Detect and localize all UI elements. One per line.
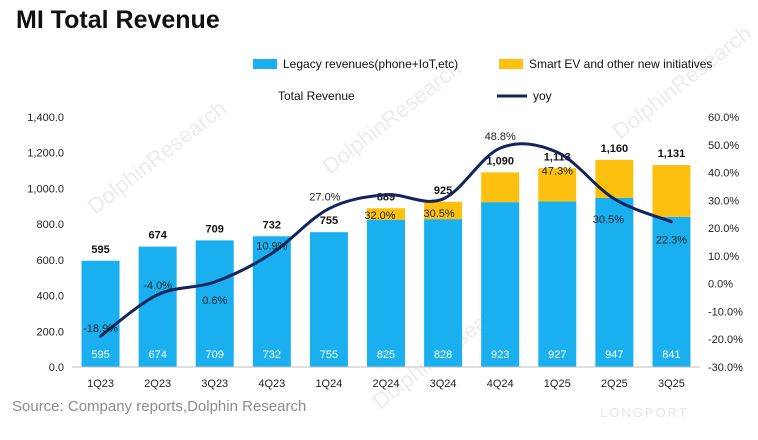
y-right-tick: 60.0% xyxy=(708,112,739,124)
legacy-bar xyxy=(309,232,348,367)
legacy-value-label: 825 xyxy=(377,349,395,361)
y-right-tick: 40.0% xyxy=(708,168,739,180)
watermark-text: DolphinResearch xyxy=(318,55,466,179)
yoy-value-label: 30.5% xyxy=(423,208,454,220)
legacy-value-label: 923 xyxy=(491,349,509,361)
y-left-tick: 1,400.0 xyxy=(27,112,64,124)
x-tick-label: 3Q24 xyxy=(430,378,457,390)
yoy-line xyxy=(99,142,673,338)
legacy-bar xyxy=(595,197,634,367)
x-tick-label: 1Q24 xyxy=(315,378,342,390)
yoy-value-label: 47.3% xyxy=(542,165,573,177)
legend-label: Total Revenue xyxy=(278,89,355,103)
yoy-value-label: -18.9% xyxy=(83,323,118,335)
ev-bar xyxy=(481,172,520,203)
legacy-bar xyxy=(195,240,234,367)
total-value-label: 674 xyxy=(148,230,167,242)
legend-label: yoy xyxy=(533,89,552,103)
x-tick-label: 4Q24 xyxy=(487,378,514,390)
brand-watermark: LONGPORT xyxy=(600,405,689,420)
total-value-label: 1,131 xyxy=(658,148,686,160)
legacy-value-label: 927 xyxy=(548,349,566,361)
yoy-value-label: 48.8% xyxy=(485,131,516,143)
watermark-text: DolphinResearch xyxy=(83,95,231,219)
total-value-label: 1,090 xyxy=(486,155,514,167)
legend-swatch xyxy=(253,59,277,69)
legacy-value-label: 947 xyxy=(605,349,623,361)
total-value-label: 709 xyxy=(206,223,224,235)
x-tick-label: 2Q23 xyxy=(144,378,171,390)
legacy-value-label: 828 xyxy=(434,349,452,361)
chart-title: MI Total Revenue xyxy=(16,6,220,34)
y-left-tick: 1,200.0 xyxy=(27,148,64,160)
legacy-bar xyxy=(652,216,691,367)
total-value-label: 732 xyxy=(263,219,281,231)
y-right-tick: 20.0% xyxy=(708,223,739,235)
y-left-tick: 1,000.0 xyxy=(27,183,64,195)
y-right-tick: 0.0% xyxy=(708,279,733,291)
y-right-tick: 50.0% xyxy=(708,140,739,152)
legacy-bar xyxy=(81,260,120,367)
yoy-value-label: 27.0% xyxy=(309,192,340,204)
y-right-tick: -20.0% xyxy=(708,334,743,346)
y-left-tick: 0.0 xyxy=(49,362,64,374)
yoy-value-label: 30.5% xyxy=(593,214,624,226)
legend-label: Legacy revenues(phone+IoT,etc) xyxy=(283,57,458,71)
x-tick-label: 1Q25 xyxy=(544,378,571,390)
legacy-bar xyxy=(538,201,577,367)
x-tick-label: 2Q25 xyxy=(601,378,628,390)
watermark-text: DolphinResearch xyxy=(608,20,756,144)
x-tick-label: 3Q23 xyxy=(201,378,228,390)
y-right-tick: 10.0% xyxy=(708,251,739,263)
ev-bar xyxy=(538,168,577,202)
legacy-bar xyxy=(424,219,463,367)
total-value-label: 889 xyxy=(377,191,395,203)
y-left-tick: 800.0 xyxy=(36,219,64,231)
ev-bar xyxy=(595,159,634,198)
legacy-value-label: 732 xyxy=(263,349,281,361)
yoy-value-label: -4.0% xyxy=(143,280,172,292)
legend-swatch xyxy=(499,59,523,69)
ev-bar xyxy=(652,165,691,217)
x-tick-label: 4Q23 xyxy=(258,378,285,390)
legend-label: Smart EV and other new initiatives xyxy=(529,57,712,71)
y-left-tick: 600.0 xyxy=(36,255,64,267)
source-note: Source: Company reports,Dolphin Research xyxy=(12,398,307,415)
total-value-label: 925 xyxy=(434,185,452,197)
y-right-tick: -30.0% xyxy=(708,362,743,374)
legacy-value-label: 755 xyxy=(320,349,338,361)
yoy-value-label: 22.3% xyxy=(656,235,687,247)
legacy-value-label: 841 xyxy=(662,349,680,361)
yoy-value-label: 32.0% xyxy=(364,210,395,222)
x-tick-label: 2Q24 xyxy=(373,378,400,390)
x-tick-label: 3Q25 xyxy=(658,378,685,390)
legacy-bar xyxy=(252,236,291,367)
y-left-tick: 400.0 xyxy=(36,291,64,303)
x-tick-label: 1Q23 xyxy=(87,378,114,390)
legacy-bar xyxy=(138,246,177,367)
legacy-value-label: 709 xyxy=(206,349,224,361)
total-value-label: 755 xyxy=(320,215,338,227)
yoy-value-label: 0.6% xyxy=(202,295,227,307)
legacy-bar xyxy=(481,202,520,367)
y-right-tick: -10.0% xyxy=(708,306,743,318)
legacy-value-label: 595 xyxy=(91,349,109,361)
legacy-bar xyxy=(367,219,405,367)
yoy-value-label: 10.9% xyxy=(256,240,287,252)
y-left-tick: 200.0 xyxy=(36,326,64,338)
total-value-label: 595 xyxy=(91,244,109,256)
total-value-label: 1,160 xyxy=(601,143,629,155)
legacy-value-label: 674 xyxy=(148,349,166,361)
y-right-tick: 30.0% xyxy=(708,195,739,207)
ev-bar xyxy=(367,208,405,220)
ev-bar xyxy=(424,201,463,220)
